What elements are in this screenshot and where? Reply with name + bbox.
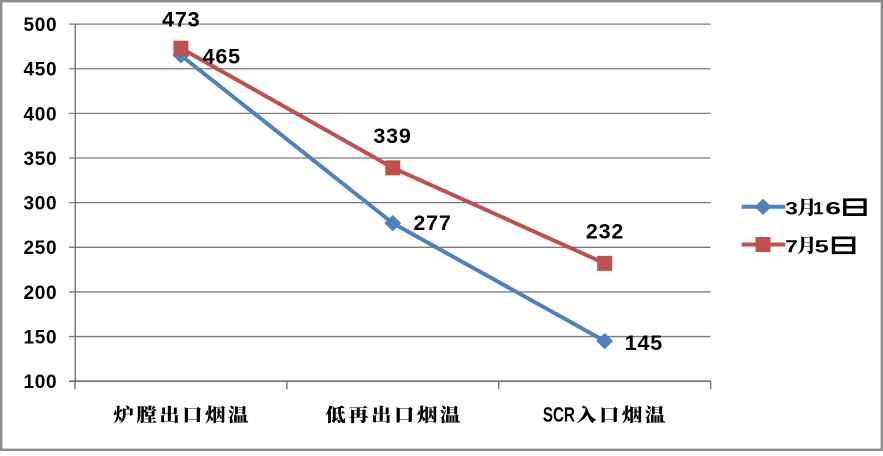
svg-text:350: 350: [23, 149, 57, 170]
svg-text:450: 450: [23, 60, 57, 81]
svg-text:250: 250: [23, 238, 57, 259]
svg-text:300: 300: [23, 194, 57, 215]
svg-text:150: 150: [23, 327, 57, 348]
svg-text:400: 400: [23, 104, 57, 125]
svg-text:500: 500: [23, 15, 57, 36]
svg-text:339: 339: [373, 124, 411, 148]
svg-text:465: 465: [203, 45, 241, 69]
svg-text:200: 200: [23, 283, 57, 304]
svg-text:473: 473: [162, 8, 200, 32]
svg-text:277: 277: [413, 211, 451, 235]
svg-text:100: 100: [23, 372, 57, 393]
svg-text:232: 232: [586, 220, 624, 244]
svg-text:145: 145: [625, 331, 663, 355]
